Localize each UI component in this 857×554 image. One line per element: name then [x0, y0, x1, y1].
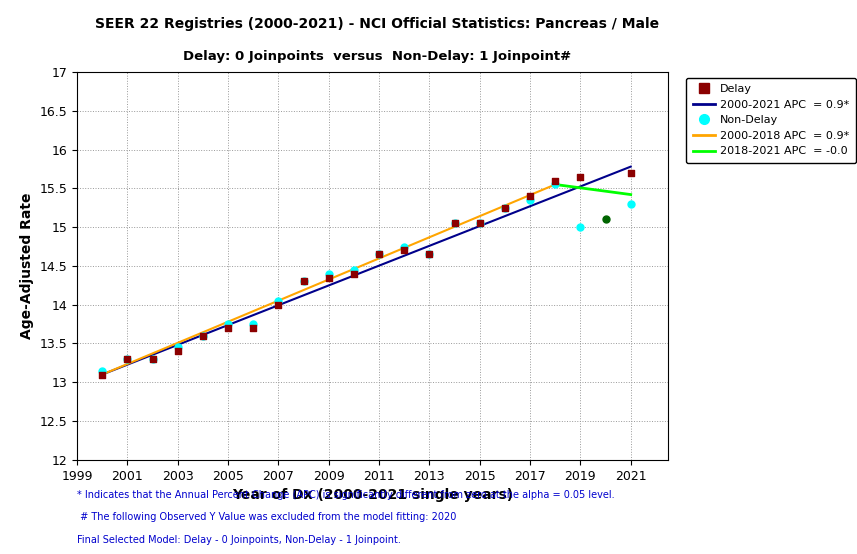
Text: SEER 22 Registries (2000-2021) - NCI Official Statistics: Pancreas / Male: SEER 22 Registries (2000-2021) - NCI Off…	[95, 17, 659, 30]
Point	[171, 347, 184, 356]
Point	[347, 269, 361, 278]
Point	[447, 219, 461, 228]
Point	[398, 246, 411, 255]
Point	[272, 296, 285, 305]
Point	[297, 277, 310, 286]
Point	[322, 273, 336, 282]
Point	[272, 300, 285, 309]
Point	[372, 250, 386, 259]
Point	[548, 180, 562, 189]
Point	[297, 277, 310, 286]
Point	[372, 250, 386, 259]
Point	[473, 219, 487, 228]
Point	[524, 196, 537, 204]
Point	[423, 250, 436, 259]
Point	[473, 219, 487, 228]
Point	[524, 192, 537, 201]
Text: Final Selected Model: Delay - 0 Joinpoints, Non-Delay - 1 Joinpoint.: Final Selected Model: Delay - 0 Joinpoin…	[77, 535, 401, 545]
Point	[171, 343, 184, 352]
Point	[347, 265, 361, 274]
Point	[573, 223, 587, 232]
Point	[221, 320, 235, 329]
Text: # The following Observed Y Value was excluded from the model fitting: 2020: # The following Observed Y Value was exc…	[77, 512, 457, 522]
Point	[121, 355, 135, 363]
Point	[624, 168, 638, 177]
Point	[498, 203, 512, 212]
Point	[196, 331, 210, 340]
Point	[247, 324, 261, 332]
Point	[221, 324, 235, 332]
Point	[498, 203, 512, 212]
Point	[196, 331, 210, 340]
Point	[423, 250, 436, 259]
Legend: Delay, 2000-2021 APC  = 0.9*, Non-Delay, 2000-2018 APC  = 0.9*, 2018-2021 APC  =: Delay, 2000-2021 APC = 0.9*, Non-Delay, …	[686, 78, 856, 163]
Y-axis label: Age-Adjusted Rate: Age-Adjusted Rate	[20, 193, 34, 339]
Point	[573, 172, 587, 181]
Point	[447, 219, 461, 228]
Point	[599, 215, 613, 224]
X-axis label: Year of Dx (2000-2021 single years): Year of Dx (2000-2021 single years)	[232, 488, 513, 502]
Point	[95, 366, 109, 375]
Text: Delay: 0 Joinpoints  versus  Non-Delay: 1 Joinpoint#: Delay: 0 Joinpoints versus Non-Delay: 1 …	[183, 50, 571, 63]
Point	[146, 355, 159, 363]
Text: * Indicates that the Annual Percent Change (APC) is significantly different from: * Indicates that the Annual Percent Chan…	[77, 490, 614, 500]
Point	[95, 370, 109, 379]
Point	[247, 320, 261, 329]
Point	[146, 355, 159, 363]
Point	[548, 176, 562, 185]
Point	[322, 269, 336, 278]
Point	[398, 242, 411, 251]
Point	[624, 199, 638, 208]
Point	[121, 355, 135, 363]
